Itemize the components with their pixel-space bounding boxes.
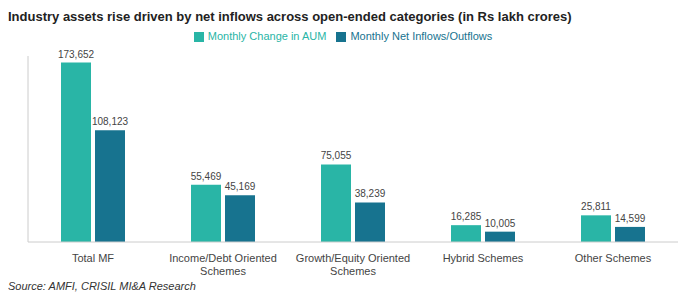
svg-text:45,169: 45,169: [225, 181, 256, 192]
svg-text:25,811: 25,811: [581, 201, 611, 212]
html-text:Monthly Net Inflows/Outflows: Monthly Net Inflows/Outflows: [350, 30, 493, 42]
svg-text:Total MF: Total MF: [72, 252, 114, 264]
html-text:Industry assets rise driven by: Industry assets rise driven by net inflo…: [8, 9, 572, 24]
svg-text:75,055: 75,055: [321, 150, 352, 161]
svg-text:173,652: 173,652: [58, 49, 95, 60]
svg-text:Hybrid Schemes: Hybrid Schemes: [443, 252, 524, 264]
svg-text:Income/Debt OrientedSchemes: Income/Debt OrientedSchemes: [169, 252, 277, 277]
svg-text:38,239: 38,239: [355, 188, 386, 199]
svg-text:Other Schemes: Other Schemes: [575, 252, 652, 264]
html-text:Monthly Change in AUM: Monthly Change in AUM: [207, 30, 327, 42]
svg-text:10,005: 10,005: [485, 218, 516, 229]
svg-text:55,469: 55,469: [191, 171, 222, 182]
svg-text:108,123: 108,123: [92, 116, 129, 127]
svg-text:14,599: 14,599: [615, 213, 646, 224]
html-text:Source: AMFI, CRISIL MI&A Rese: Source: AMFI, CRISIL MI&A Research: [8, 280, 196, 292]
svg-text:Growth/Equity OrientedSchemes: Growth/Equity OrientedSchemes: [296, 252, 410, 277]
svg-text:16,285: 16,285: [451, 211, 482, 222]
